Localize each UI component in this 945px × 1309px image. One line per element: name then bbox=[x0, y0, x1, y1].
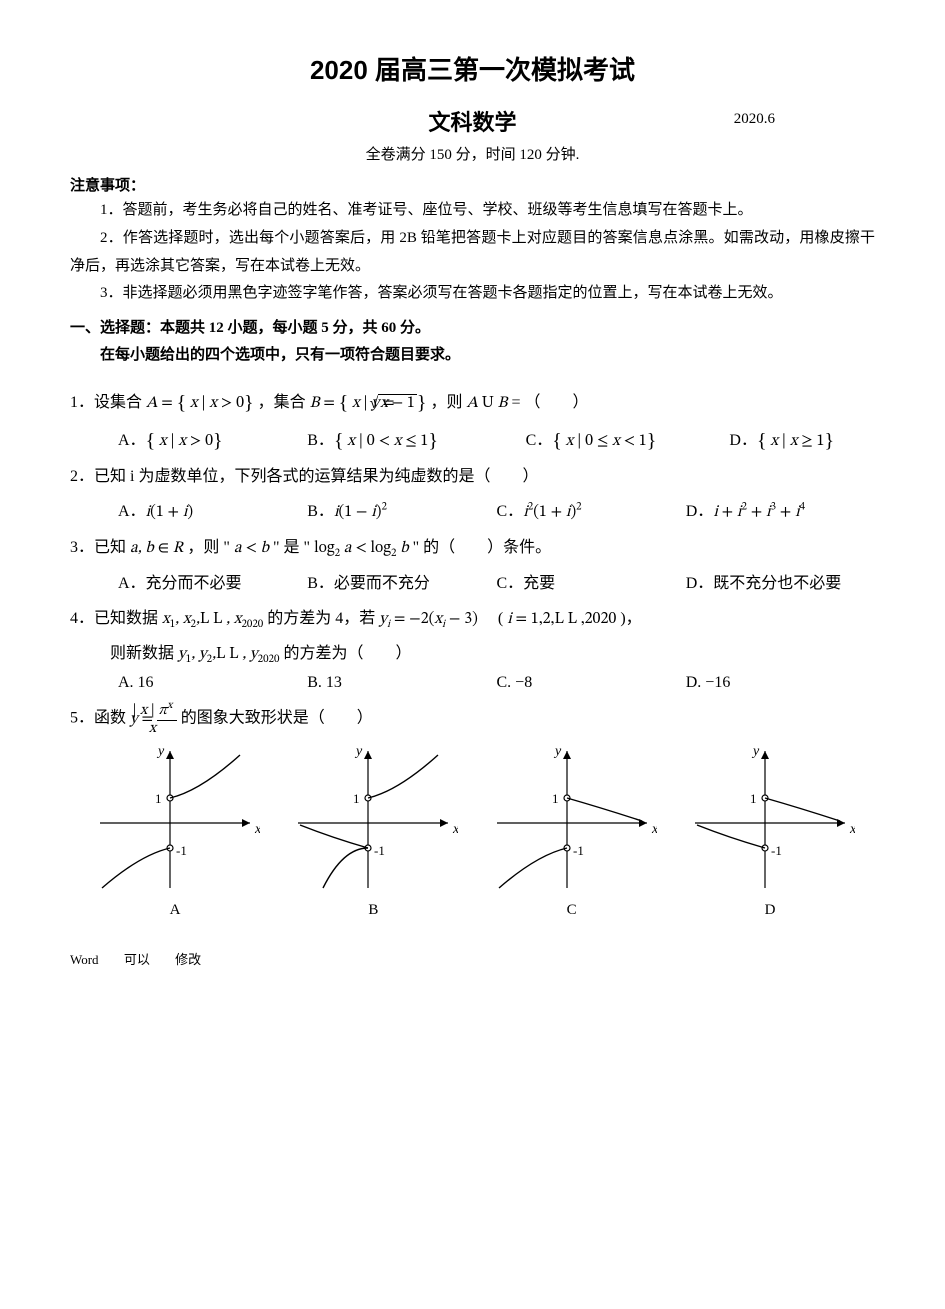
q3-options: A．充分而不必要 B．必要而不充分 C．充要 D．既不充分也不必要 bbox=[118, 569, 875, 593]
svg-text:y: y bbox=[751, 744, 760, 759]
question-2: 2．已知 i 为虚数单位，下列各式的运算结果为纯虚数的是（ ） bbox=[70, 459, 875, 496]
graph-A-svg: x y 1 -1 bbox=[90, 743, 260, 893]
q4-text-c: ( bbox=[482, 610, 503, 627]
q2-option-C: C．i2(1 + i)2 bbox=[497, 497, 686, 522]
q4-ys: y1, y2,L L , y2020 bbox=[178, 646, 279, 662]
q4-cont-a: 则新数据 bbox=[110, 645, 178, 662]
q4-xs: x1, x2,L L , x2020 bbox=[162, 611, 263, 627]
q1-option-C: C．{ x | 0 ≤ x < 1} bbox=[526, 426, 730, 451]
footer-can: 可以 bbox=[124, 952, 150, 967]
q1-option-A: A．{ x | x > 0} bbox=[118, 426, 307, 451]
svg-text:x: x bbox=[651, 822, 657, 837]
page-subtitle: 文科数学 bbox=[428, 110, 516, 135]
q3-p: a < b bbox=[234, 540, 269, 556]
q1-set-A: A = { x | x > 0} bbox=[146, 395, 254, 411]
q1-set-B: B = { x | y = x − 1} bbox=[310, 395, 427, 411]
q3-option-B: B．必要而不充分 bbox=[307, 569, 496, 593]
q2-option-B: B．i(1 − i)2 bbox=[307, 497, 496, 522]
svg-text:y: y bbox=[156, 744, 165, 759]
q3-option-A: A．充分而不必要 bbox=[118, 569, 307, 593]
graph-D-svg: x y 1 -1 bbox=[685, 743, 855, 893]
q2-options: A．i(1 + i) B．i(1 − i)2 C．i2(1 + i)2 D．i … bbox=[118, 497, 875, 522]
q1-text-c: ，则 bbox=[430, 394, 466, 411]
q5-func: y = | x | πxx bbox=[130, 711, 181, 727]
q4-option-B: B. 13 bbox=[307, 674, 496, 692]
notice-item-3: 3．非选择题必须用黑色字迹签字笔作答，答案必须写在答题卡各题指定的位置上，写在本… bbox=[70, 280, 875, 308]
q1-AUB: A U B bbox=[466, 395, 507, 411]
q2-option-D: D．i + i2 + i3 + i4 bbox=[686, 497, 875, 522]
q4-option-C: C. −8 bbox=[497, 674, 686, 692]
q4-yi: yi = −2(xi − 3) bbox=[379, 611, 478, 627]
q3-text-d: " 的（ ）条件。 bbox=[413, 539, 552, 556]
svg-text:-1: -1 bbox=[176, 843, 187, 858]
svg-text:y: y bbox=[553, 744, 562, 759]
q5-graph-D: x y 1 -1 D bbox=[685, 743, 855, 919]
q3-option-C: C．充要 bbox=[497, 569, 686, 593]
svg-text:x: x bbox=[849, 822, 855, 837]
q4-option-A: A. 16 bbox=[118, 674, 307, 692]
q4-i: i = 1,2,L L ,2020 bbox=[507, 611, 616, 627]
q3-text-a: 3．已知 bbox=[70, 539, 130, 556]
svg-text:1: 1 bbox=[750, 791, 757, 806]
svg-text:1: 1 bbox=[353, 791, 360, 806]
q5-graph-A: x y 1 -1 A bbox=[90, 743, 260, 919]
q3-ab: a, b ∈ R bbox=[130, 540, 183, 556]
q4-options: A. 16 B. 13 C. −8 D. −16 bbox=[118, 674, 875, 692]
q5-text-b: 的图象大致形状是（ ） bbox=[181, 710, 373, 727]
q1-text-b: ，集合 bbox=[258, 394, 310, 411]
graph-B-svg: x y 1 -1 bbox=[288, 743, 458, 893]
subtitle-row: 文科数学 2020.6 bbox=[70, 105, 875, 137]
q5-label-D: D bbox=[685, 902, 855, 919]
svg-text:1: 1 bbox=[552, 791, 559, 806]
question-3: 3．已知 a, b ∈ R ，则 " a < b " 是 " log2 a < … bbox=[70, 530, 875, 567]
q4-cont-b: 的方差为（ ） bbox=[283, 645, 411, 662]
q5-graph-C: x y 1 -1 C bbox=[487, 743, 657, 919]
q5-label-B: B bbox=[288, 902, 458, 919]
svg-text:-1: -1 bbox=[573, 843, 584, 858]
q5-label-A: A bbox=[90, 902, 260, 919]
q1-options: A．{ x | x > 0} B．{ x | 0 < x ≤ 1} C．{ x … bbox=[118, 426, 875, 451]
q3-text-c: " 是 " bbox=[273, 539, 310, 556]
section-heading: 一、选择题：本题共 12 小题，每小题 5 分，共 60 分。 bbox=[70, 314, 875, 343]
question-4: 4．已知数据 x1, x2,L L , x2020 的方差为 4，若 yi = … bbox=[70, 601, 875, 638]
question-1: 1．设集合 A = { x | x > 0} ，集合 B = { x | y =… bbox=[70, 378, 875, 424]
svg-text:x: x bbox=[452, 822, 458, 837]
svg-text:x: x bbox=[254, 822, 260, 837]
page-footer: Word 可以 修改 bbox=[70, 949, 875, 968]
svg-text:-1: -1 bbox=[771, 843, 782, 858]
q4-option-D: D. −16 bbox=[686, 674, 875, 692]
q1-option-B: B．{ x | 0 < x ≤ 1} bbox=[307, 426, 525, 451]
notice-item-1: 1．答题前，考生务必将自己的姓名、准考证号、座位号、学校、班级等考生信息填写在答… bbox=[70, 197, 875, 225]
q4-continuation: 则新数据 y1, y2,L L , y2020 的方差为（ ） bbox=[70, 636, 875, 672]
q1-text-d: = （ ） bbox=[511, 394, 588, 411]
q5-graphs: x y 1 -1 A x y 1 -1 bbox=[90, 743, 855, 919]
q4-text-b: 的方差为 4，若 bbox=[267, 610, 379, 627]
q4-text-d: )， bbox=[620, 610, 641, 627]
q3-option-D: D．既不充分也不必要 bbox=[686, 569, 875, 593]
footer-word: Word bbox=[70, 952, 99, 967]
section-subheading: 在每小题给出的四个选项中，只有一项符合题目要求。 bbox=[70, 343, 875, 364]
q5-text-a: 5．函数 bbox=[70, 710, 130, 727]
q1-text-a: 1．设集合 bbox=[70, 394, 146, 411]
footer-edit: 修改 bbox=[175, 952, 201, 967]
q2-option-A: A．i(1 + i) bbox=[118, 497, 307, 522]
svg-text:1: 1 bbox=[155, 791, 162, 806]
page-title: 2020 届高三第一次模拟考试 bbox=[70, 50, 875, 87]
question-5: 5．函数 y = | x | πxx 的图象大致形状是（ ） bbox=[70, 700, 875, 737]
exam-date: 2020.6 bbox=[734, 111, 775, 128]
notice-item-2: 2．作答选择题时，选出每个小题答案后，用 2B 铅笔把答题卡上对应题目的答案信息… bbox=[70, 225, 875, 281]
q5-label-C: C bbox=[487, 902, 657, 919]
svg-text:y: y bbox=[354, 744, 363, 759]
q5-graph-B: x y 1 -1 B bbox=[288, 743, 458, 919]
svg-text:-1: -1 bbox=[374, 843, 385, 858]
q3-q: log2 a < log2 b bbox=[314, 540, 409, 556]
q1-option-D: D．{ x | x ≥ 1} bbox=[729, 426, 875, 451]
notice-heading: 注意事项： bbox=[70, 174, 875, 195]
graph-C-svg: x y 1 -1 bbox=[487, 743, 657, 893]
q4-text-a: 4．已知数据 bbox=[70, 610, 162, 627]
score-line: 全卷满分 150 分，时间 120 分钟. bbox=[70, 143, 875, 164]
q3-text-b: ，则 " bbox=[187, 539, 230, 556]
